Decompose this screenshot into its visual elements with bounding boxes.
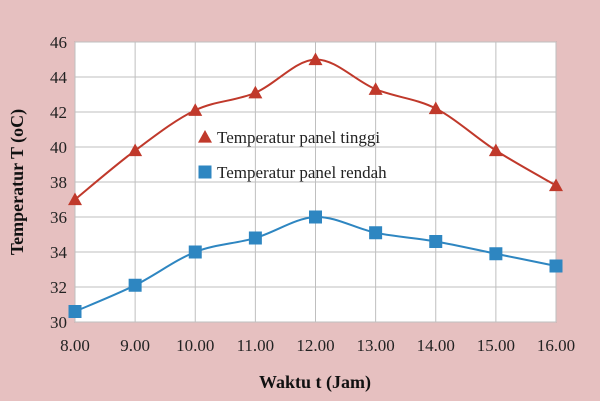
legend-label-2: Temperatur panel rendah <box>217 163 387 182</box>
x-tick-label: 12.00 <box>296 336 334 355</box>
y-axis-title: Temperatur T (oC) <box>7 109 28 255</box>
x-tick-label: 10.00 <box>176 336 214 355</box>
axes-layer: 30 32 34 36 38 40 42 44 46 8.00 9.00 10.00 11.00 12.0… <box>50 33 575 355</box>
x-tick-label: 14.00 <box>417 336 455 355</box>
y-tick-label: 44 <box>50 68 68 87</box>
x-tick-label: 16.00 <box>537 336 575 355</box>
x-tick-label: 9.00 <box>120 336 150 355</box>
y-tick-label: 32 <box>50 278 67 297</box>
series-2-point <box>128 278 142 292</box>
series-1-point <box>549 178 563 192</box>
y-tick-label: 42 <box>50 103 67 122</box>
y-tick-label: 46 <box>50 33 67 52</box>
series-2-point <box>549 259 563 273</box>
grid-layer <box>74 41 557 323</box>
legend-marker-1 <box>198 130 212 143</box>
series-2-point <box>429 235 443 248</box>
series-1-point <box>68 192 82 206</box>
x-axis-title: Waktu t (Jam) <box>259 372 371 393</box>
y-tick-label: 36 <box>50 208 67 227</box>
series-2-point <box>489 247 503 261</box>
x-tick-label: 8.00 <box>60 336 90 355</box>
series-1-point <box>128 143 143 157</box>
series-2-point <box>248 231 262 245</box>
series-2-point <box>188 245 202 259</box>
x-tick-label: 13.00 <box>357 336 395 355</box>
series-1-point <box>488 143 503 157</box>
series-1-point <box>188 103 203 116</box>
series-1-point <box>368 82 383 95</box>
x-tick-label: 11.00 <box>237 336 275 355</box>
series-1-point <box>308 52 323 66</box>
series-1-point <box>248 85 263 99</box>
series-1-point <box>428 101 443 115</box>
series-layer <box>68 52 563 318</box>
series-2-point <box>309 210 322 224</box>
legend: Temperatur panel tinggi Temperatur panel … <box>198 128 387 182</box>
y-tick-label: 34 <box>50 243 68 262</box>
series-2-point <box>68 305 82 318</box>
y-tick-label: 40 <box>50 138 67 157</box>
legend-label-1: Temperatur panel tinggi <box>217 128 380 147</box>
x-tick-label: 15.00 <box>477 336 515 355</box>
y-tick-label: 38 <box>50 173 67 192</box>
legend-marker-2 <box>198 165 212 179</box>
y-tick-label: 30 <box>50 313 67 332</box>
series-2-point <box>369 226 383 240</box>
